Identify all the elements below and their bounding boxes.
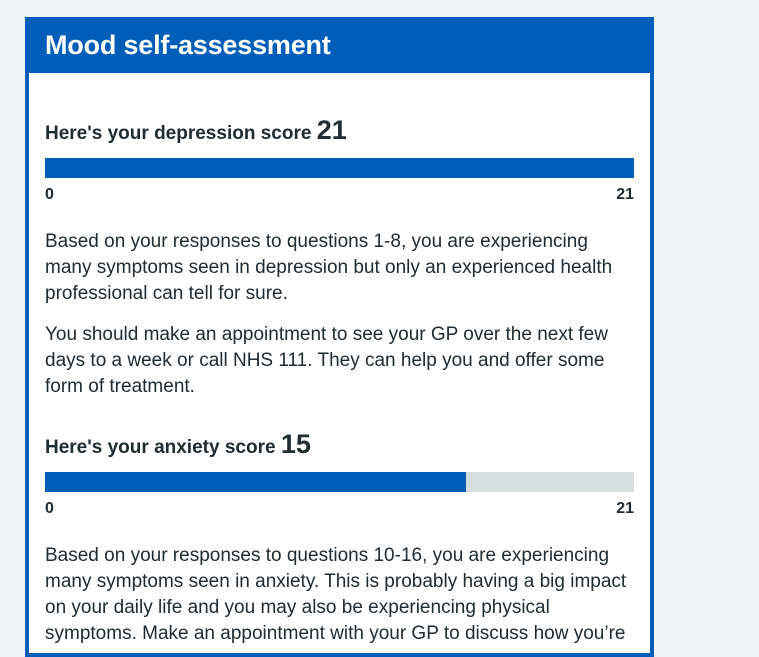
anxiety-score-value: 15 <box>280 429 311 459</box>
anxiety-score-bar <box>45 472 634 492</box>
anxiety-scale-max: 21 <box>616 500 634 517</box>
assessment-card: Mood self-assessment Here's your depress… <box>25 17 654 657</box>
card-header: Mood self-assessment <box>25 17 654 73</box>
depression-paragraph-2: You should make an appointment to see yo… <box>45 324 608 397</box>
depression-scale-max: 21 <box>616 186 634 203</box>
depression-score-fill <box>45 158 634 178</box>
anxiety-score-fill <box>45 472 466 492</box>
depression-score-bar <box>45 158 634 178</box>
depression-score-value: 21 <box>316 115 347 145</box>
depression-scale-labels: 0 21 <box>45 186 634 204</box>
depression-scale-min: 0 <box>45 186 54 203</box>
page-title: Mood self-assessment <box>45 29 331 60</box>
depression-heading-text: Here's your depression score <box>45 123 312 144</box>
depression-paragraph-1: Based on your responses to questions 1-8… <box>45 231 613 304</box>
depression-section: Here's your depression score 21 0 21 Bas… <box>45 73 634 400</box>
anxiety-paragraph-1: Based on your responses to questions 10-… <box>45 545 627 644</box>
anxiety-score-heading: Here's your anxiety score 15 <box>45 431 634 458</box>
anxiety-section: Here's your anxiety score 15 0 21 Based … <box>45 400 634 647</box>
anxiety-scale-labels: 0 21 <box>45 500 634 518</box>
depression-score-heading: Here's your depression score 21 <box>45 117 634 144</box>
anxiety-heading-text: Here's your anxiety score <box>45 437 276 458</box>
anxiety-scale-min: 0 <box>45 500 54 517</box>
card-body: Here's your depression score 21 0 21 Bas… <box>29 73 650 647</box>
